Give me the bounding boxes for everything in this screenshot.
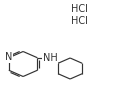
Text: HCl: HCl <box>71 4 88 14</box>
Text: HCl: HCl <box>71 16 88 26</box>
Text: NH: NH <box>43 53 57 63</box>
Text: N: N <box>5 52 13 62</box>
